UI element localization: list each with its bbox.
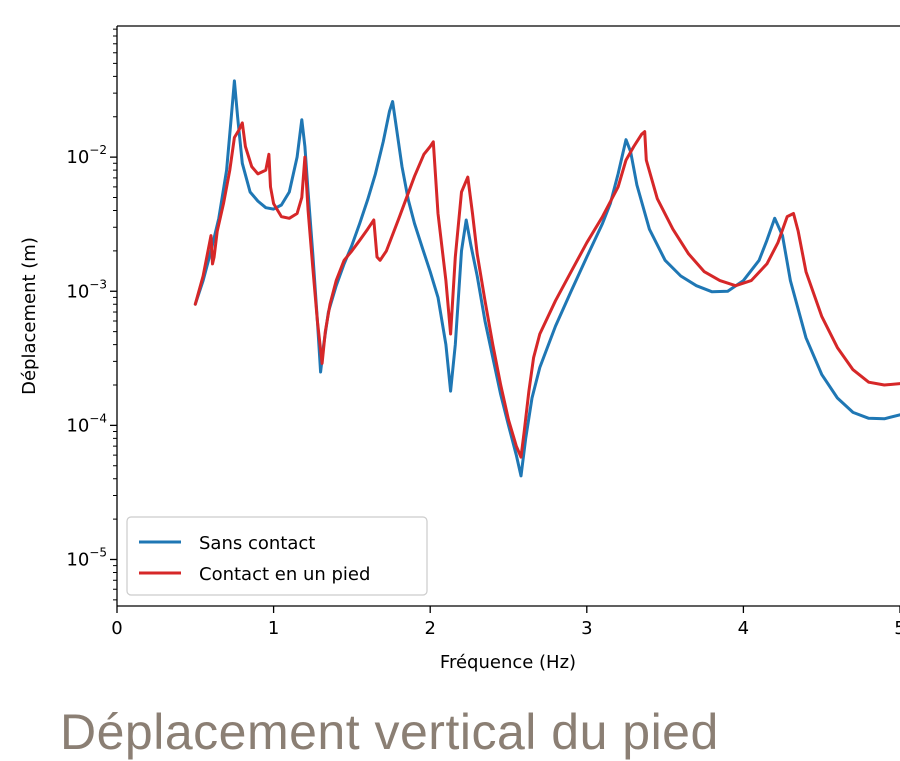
legend-label-contact-en-un-pied: Contact en un pied xyxy=(199,564,370,585)
x-tick-label: 5 xyxy=(894,618,900,639)
x-axis-label: Fréquence (Hz) xyxy=(440,652,576,673)
x-tick-label: 4 xyxy=(738,618,749,639)
x-tick-label: 2 xyxy=(424,618,435,639)
axes-frame xyxy=(116,25,900,607)
y-tick-label: 10−3 xyxy=(66,277,107,302)
x-tick-label: 0 xyxy=(111,618,122,639)
x-axis-ticks: 0 1 2 3 4 5 xyxy=(111,606,900,639)
legend: Sans contact Contact en un pied xyxy=(126,516,428,596)
series-line-contact-en-un-pied xyxy=(193,121,900,459)
legend-box xyxy=(126,516,428,596)
y-axis-label: Déplacement (m) xyxy=(19,237,40,395)
x-tick-label: 3 xyxy=(581,618,592,639)
slide-caption: Déplacement vertical du pied xyxy=(60,704,719,760)
frequency-response-chart: 0 1 2 3 4 5 10−5 10−4 10−3 10−2 Fréquence (Hz) D… xyxy=(19,25,900,673)
series-line-sans-contact xyxy=(193,79,900,478)
y-tick-label: 10−5 xyxy=(66,545,107,570)
series-lines xyxy=(193,79,900,478)
plot-background xyxy=(117,26,900,606)
y-tick-label: 10−4 xyxy=(66,411,107,436)
y-axis-ticks: 10−5 10−4 10−3 10−2 xyxy=(66,28,117,601)
x-tick-label: 1 xyxy=(268,618,279,639)
y-tick-label: 10−2 xyxy=(66,143,107,168)
legend-label-sans-contact: Sans contact xyxy=(199,533,315,554)
